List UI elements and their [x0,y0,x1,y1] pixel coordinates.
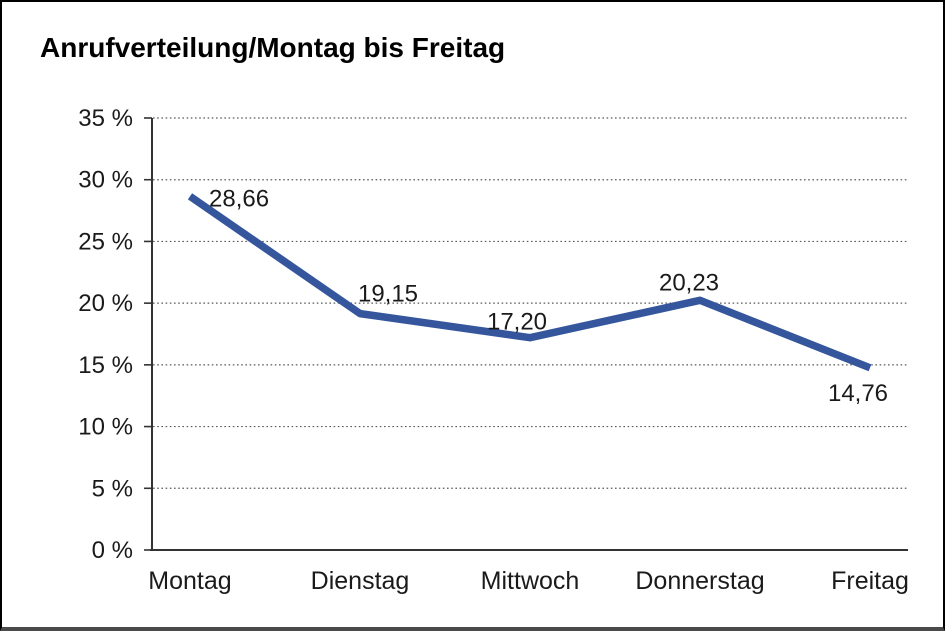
data-point-label: 14,76 [828,380,888,407]
y-tick-label: 10 % [78,414,133,441]
y-tick-label: 30 % [78,167,133,194]
x-category-label: Freitag [831,567,909,595]
data-point-label: 19,15 [358,281,418,308]
y-tick-label: 35 % [78,105,133,132]
y-tick-label: 5 % [92,475,133,502]
x-category-label: Mittwoch [481,567,580,595]
y-tick-label: 15 % [78,352,133,379]
x-category-label: Montag [148,567,231,595]
y-tick-label: 25 % [78,228,133,255]
y-tick-label: 20 % [78,290,133,317]
data-point-label: 20,23 [659,269,719,296]
data-point-label: 17,20 [487,309,547,336]
x-category-label: Donnerstag [635,567,764,595]
chart-title: Anrufverteilung/Montag bis Freitag [40,32,506,63]
data-series-line [187,193,872,372]
y-tick-label: 0 % [92,537,133,564]
data-point-label: 28,66 [209,185,269,212]
x-category-label: Dienstag [311,567,410,595]
